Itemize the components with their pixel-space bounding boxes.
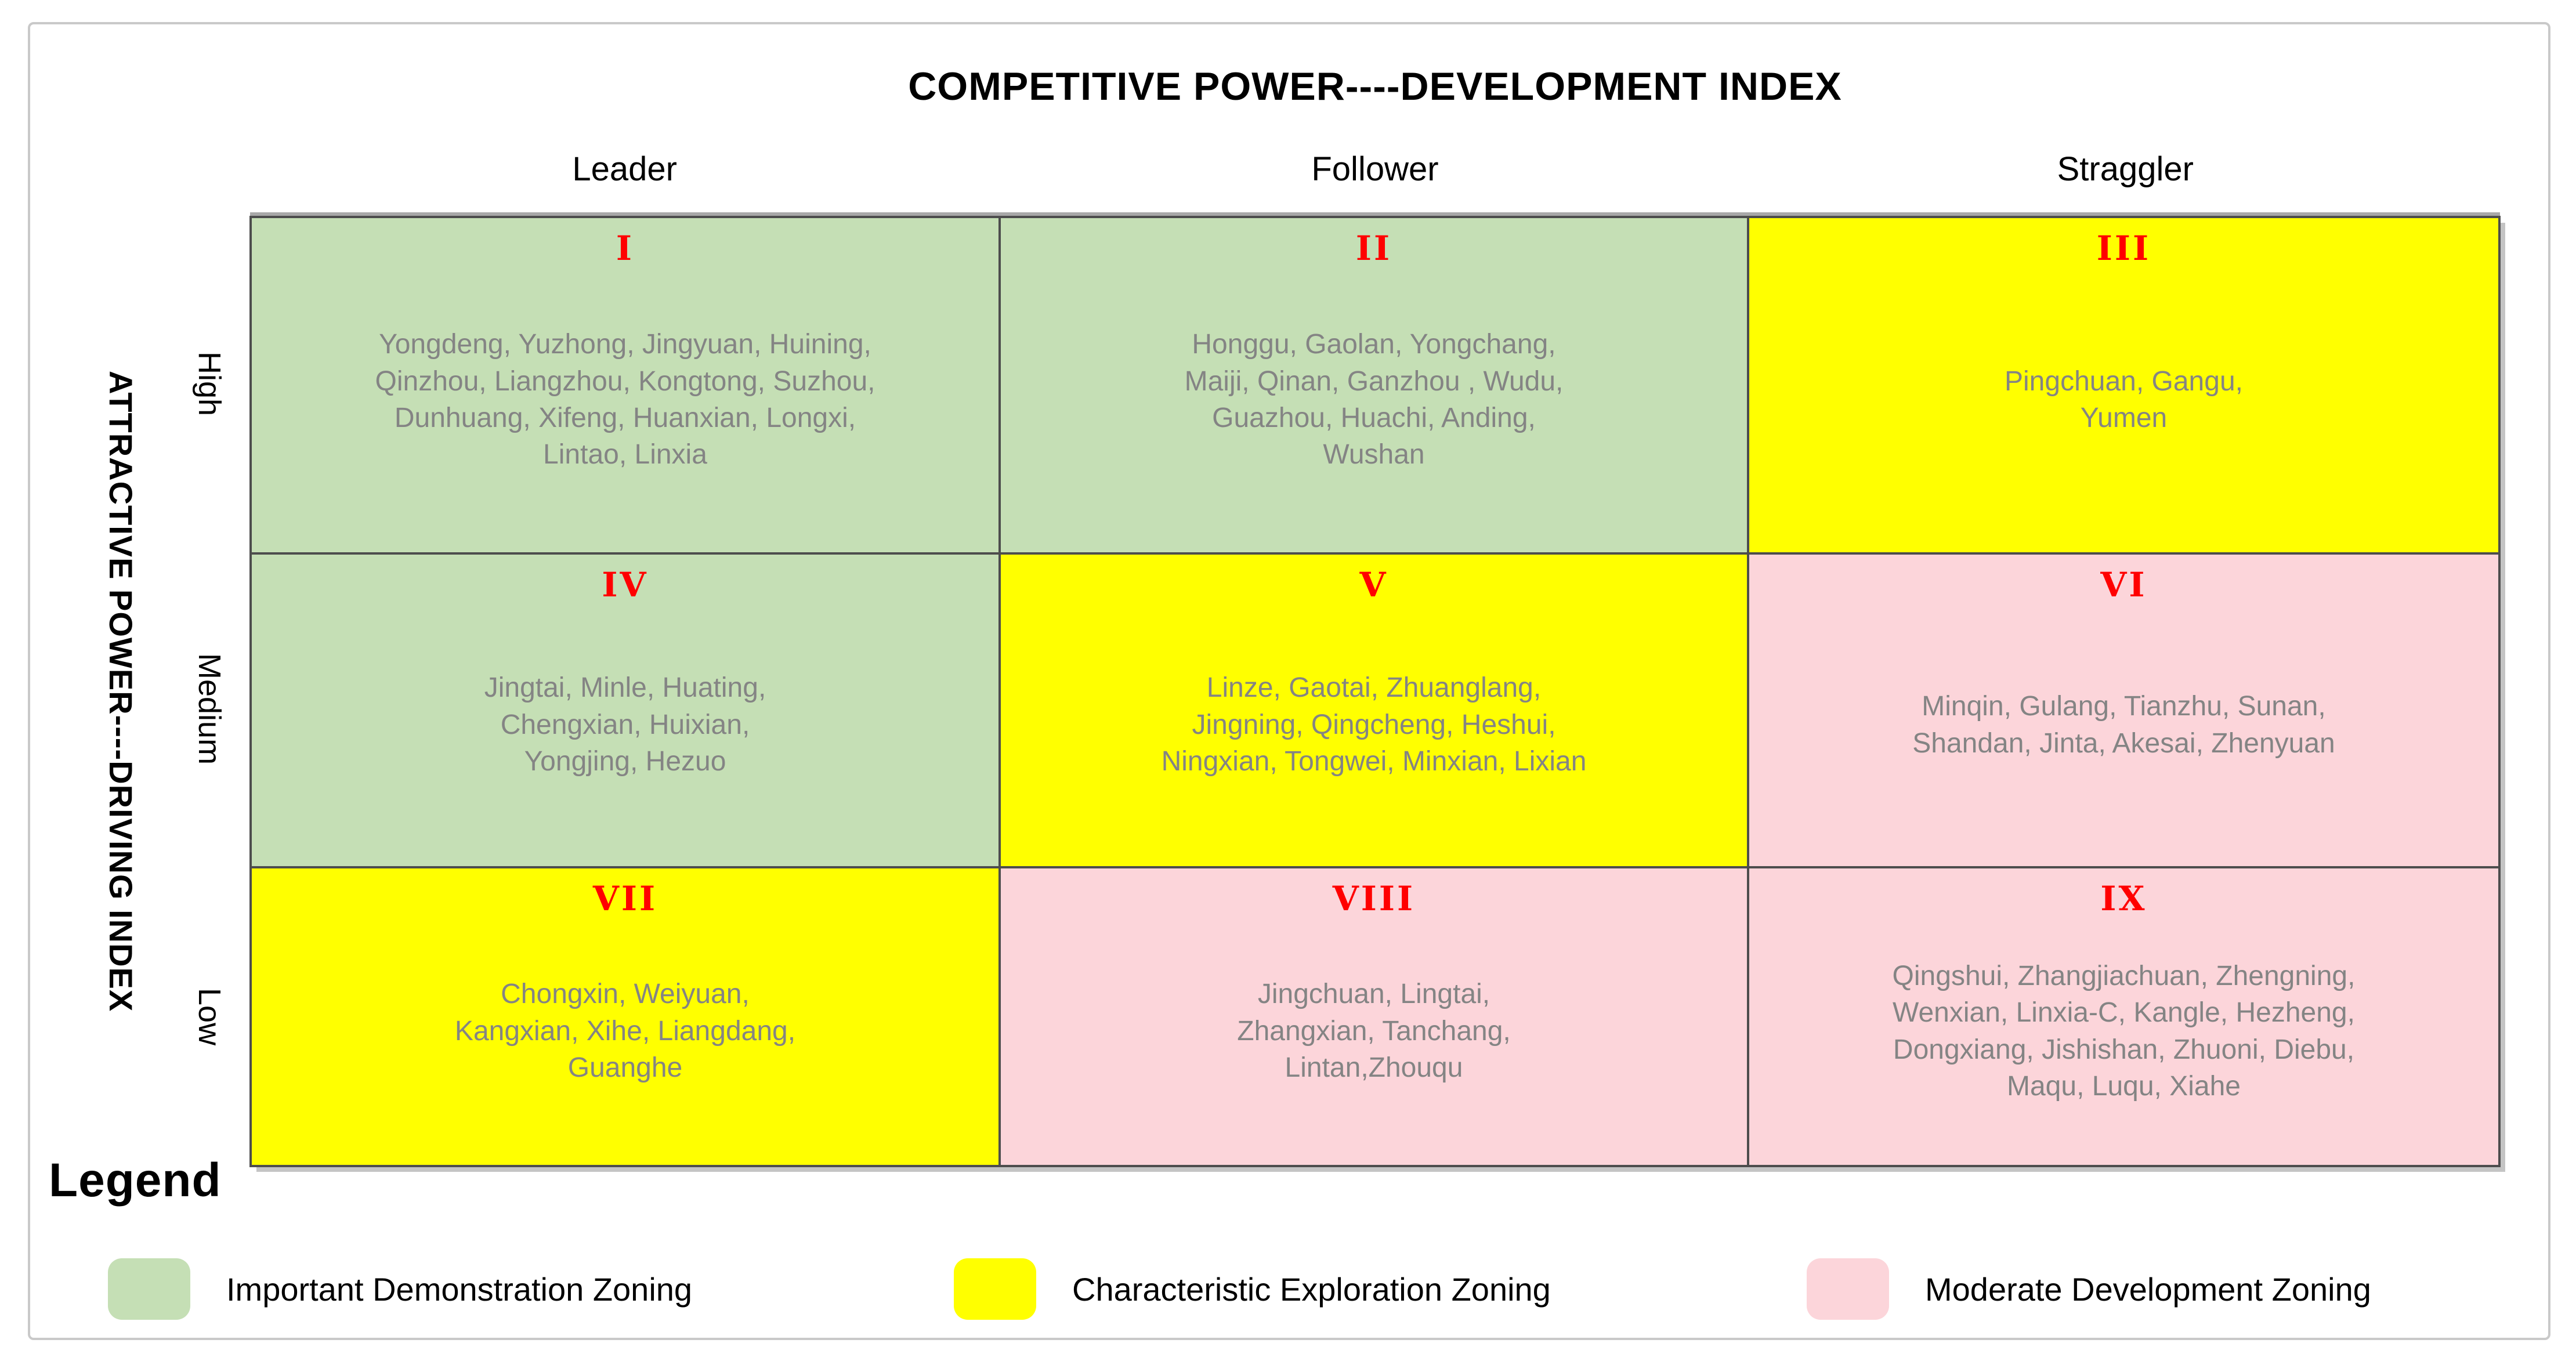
legend-label: Characteristic Exploration Zoning bbox=[1072, 1270, 1551, 1308]
cell-3-numeral: III bbox=[2096, 229, 2151, 268]
matrix-cell-1: I Yongdeng, Yuzhong, Jingyuan, Huining, … bbox=[252, 218, 1001, 555]
column-header-follower: Follower bbox=[1311, 150, 1439, 188]
row-header-medium: Medium bbox=[192, 653, 227, 765]
cell-3-city-list: Pingchuan, Gangu, Yumen bbox=[2005, 365, 2243, 433]
cell-5-city-list: Linze, Gaotai, Zhuanglang, Jingning, Qin… bbox=[1161, 672, 1587, 777]
cell-1-city-list: Yongdeng, Yuzhong, Jingyuan, Huining, Qi… bbox=[375, 329, 875, 470]
cell-9-numeral: IX bbox=[2100, 879, 2147, 918]
page-border-frame bbox=[28, 22, 2550, 1340]
row-header-high: High bbox=[192, 352, 227, 417]
cell-2-numeral: II bbox=[1355, 229, 1392, 268]
matrix-cell-5: V Linze, Gaotai, Zhuanglang, Jingning, Q… bbox=[1001, 555, 1749, 868]
legend-title: Legend bbox=[49, 1154, 222, 1207]
cell-8-numeral: VIII bbox=[1332, 879, 1416, 918]
column-header-straggler: Straggler bbox=[2057, 150, 2194, 188]
legend-item-characteristic-exploration: Characteristic Exploration Zoning bbox=[954, 1258, 1551, 1320]
cell-7-numeral: VII bbox=[592, 879, 658, 918]
matrix-cell-7: VII Chongxin, Weiyuan, Kangxian, Xihe, L… bbox=[252, 868, 1001, 1165]
column-header-leader: Leader bbox=[572, 150, 677, 188]
legend-label: Important Demonstration Zoning bbox=[226, 1270, 693, 1308]
matrix-cell-2: II Honggu, Gaolan, Yongchang, Maiji, Qin… bbox=[1001, 218, 1749, 555]
cell-1-numeral: I bbox=[616, 229, 635, 268]
matrix-cell-4: IV Jingtai, Minle, Huating, Chengxian, H… bbox=[252, 555, 1001, 868]
cell-6-numeral: VI bbox=[2100, 565, 2147, 604]
legend-swatch-yellow bbox=[954, 1258, 1036, 1320]
matrix-cell-6: VI Minqin, Gulang, Tianzhu, Sunan, Shand… bbox=[1749, 555, 2498, 868]
cell-4-numeral: IV bbox=[602, 565, 649, 604]
left-axis-title: ATTRACTIVE POWER----DRIVING INDEX bbox=[103, 371, 139, 1012]
legend-swatch-green bbox=[108, 1258, 190, 1320]
cell-8-city-list: Jingchuan, Lingtai, Zhangxian, Tanchang,… bbox=[1237, 979, 1511, 1084]
cell-6-city-list: Minqin, Gulang, Tianzhu, Sunan, Shandan,… bbox=[1912, 691, 2335, 759]
cell-5-numeral: V bbox=[1359, 565, 1388, 604]
legend-swatch-pink bbox=[1807, 1258, 1889, 1320]
column-headers: Leader Follower Straggler bbox=[249, 150, 2501, 189]
legend-item-moderate-development: Moderate Development Zoning bbox=[1807, 1258, 2371, 1320]
top-axis-title: COMPETITIVE POWER----DEVELOPMENT INDEX bbox=[908, 64, 1842, 108]
matrix-cell-8: VIII Jingchuan, Lingtai, Zhangxian, Tanc… bbox=[1001, 868, 1749, 1165]
zoning-matrix: I Yongdeng, Yuzhong, Jingyuan, Huining, … bbox=[249, 216, 2501, 1167]
matrix-cell-9: IX Qingshui, Zhangjiachuan, Zhengning, W… bbox=[1749, 868, 2498, 1165]
row-header-low: Low bbox=[192, 987, 227, 1046]
legend-item-important-demonstration: Important Demonstration Zoning bbox=[108, 1258, 692, 1320]
legend-label: Moderate Development Zoning bbox=[1925, 1270, 2371, 1308]
cell-7-city-list: Chongxin, Weiyuan, Kangxian, Xihe, Liang… bbox=[454, 979, 796, 1084]
cell-9-city-list: Qingshui, Zhangjiachuan, Zhengning, Wenx… bbox=[1892, 960, 2356, 1102]
matrix-cell-3: III Pingchuan, Gangu, Yumen bbox=[1749, 218, 2498, 555]
cell-2-city-list: Honggu, Gaolan, Yongchang, Maiji, Qinan,… bbox=[1184, 329, 1564, 470]
cell-4-city-list: Jingtai, Minle, Huating, Chengxian, Huix… bbox=[484, 672, 766, 777]
